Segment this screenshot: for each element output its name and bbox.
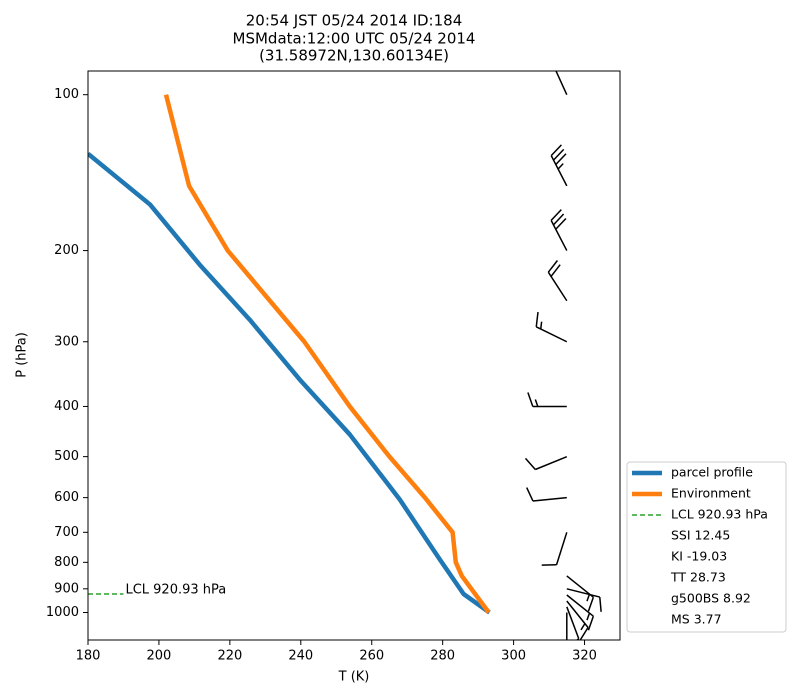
barb-flag	[524, 457, 536, 470]
barb-flag	[552, 148, 565, 161]
barb-flag	[550, 144, 562, 157]
wind-barb	[550, 209, 568, 251]
barb-flag	[586, 612, 591, 621]
wind-barb	[550, 144, 568, 187]
barb-flag	[534, 399, 539, 407]
wind-barb	[524, 455, 568, 471]
barb-staff	[550, 220, 568, 251]
barb-staff	[547, 271, 568, 302]
legend-label: g500BS 8.92	[671, 591, 751, 606]
barb-staff	[532, 496, 567, 502]
wind-barb	[535, 312, 568, 343]
y-tick-label: 400	[54, 399, 79, 414]
barb-flag	[580, 623, 586, 631]
chart-title: 20:54 JST 05/24 2014 ID:184	[246, 12, 462, 30]
barb-flag	[579, 627, 589, 640]
y-tick-label: 200	[54, 243, 79, 258]
y-tick-label: 1000	[46, 605, 79, 620]
wind-barb	[526, 487, 567, 502]
barb-staff	[566, 606, 580, 639]
barb-flag	[587, 596, 595, 612]
x-tick-label: 260	[359, 649, 384, 664]
y-tick-label: 700	[54, 525, 79, 540]
wind-barb	[566, 588, 602, 612]
barb-flag	[557, 163, 564, 170]
barb-staff	[550, 155, 568, 187]
wind-barb	[553, 53, 568, 96]
x-tick-label: 200	[147, 649, 172, 664]
legend-label: MS 3.77	[671, 612, 722, 627]
barb-flag	[527, 392, 534, 407]
barb-flag	[553, 53, 564, 63]
legend-label: TT 28.73	[670, 570, 726, 585]
barb-flag	[526, 487, 534, 502]
wind-barb	[566, 606, 580, 640]
legend-label: SSI 12.45	[671, 528, 730, 543]
x-tick-label: 300	[501, 649, 526, 664]
barb-flag	[555, 153, 567, 166]
y-tick-label: 100	[54, 87, 79, 102]
chart-title: MSMdata:12:00 UTC 05/24 2014	[233, 30, 476, 48]
barb-flag	[560, 647, 567, 649]
wind-barb	[541, 532, 568, 566]
y-tick-label: 900	[54, 581, 79, 596]
wind-barb	[566, 600, 589, 640]
barb-staff	[566, 588, 600, 598]
wind-barb	[560, 612, 568, 649]
series-line	[88, 151, 491, 615]
legend-label: KI -19.03	[671, 549, 727, 564]
barb-flag	[552, 213, 565, 226]
x-tick-label: 320	[572, 649, 597, 664]
x-tick-label: 180	[76, 649, 101, 664]
plot-area	[88, 53, 602, 649]
y-tick-label: 600	[54, 490, 79, 505]
barb-flag	[587, 615, 595, 631]
x-axis-label: T (K)	[338, 670, 370, 685]
barb-staff	[535, 326, 568, 343]
barb-staff	[535, 455, 568, 471]
x-tick-label: 240	[288, 649, 313, 664]
series-line	[163, 94, 491, 614]
barb-flag	[540, 321, 543, 330]
barb-flag	[547, 260, 559, 273]
x-tick-label: 280	[430, 649, 455, 664]
barb-staff	[566, 600, 589, 628]
legend-box	[626, 461, 787, 633]
legend-label: Environment	[671, 486, 751, 501]
legend-label: LCL 920.93 hPa	[671, 507, 768, 522]
barb-staff	[555, 532, 568, 565]
plot-frame	[87, 70, 621, 641]
chart-title: (31.58972N,130.60134E)	[259, 47, 449, 65]
barb-staff	[555, 71, 568, 96]
barb-staff	[566, 594, 594, 617]
y-tick-label: 500	[54, 449, 79, 464]
legend-label: parcel profile	[671, 465, 753, 480]
barb-flag	[550, 209, 562, 221]
barb-flag	[599, 596, 602, 612]
x-tick-label: 220	[217, 649, 242, 664]
barb-flag	[535, 312, 539, 327]
wind-barb	[566, 594, 595, 631]
barb-flag	[586, 593, 591, 602]
y-tick-label: 300	[54, 334, 79, 349]
barb-flag	[550, 264, 561, 277]
y-axis-label: P (hPa)	[15, 332, 30, 378]
wind-barb	[527, 392, 567, 408]
barb-flag	[555, 217, 567, 230]
lcl-label: LCL 920.93 hPa	[125, 582, 226, 597]
y-tick-label: 800	[54, 555, 79, 570]
wind-barb	[547, 260, 568, 302]
